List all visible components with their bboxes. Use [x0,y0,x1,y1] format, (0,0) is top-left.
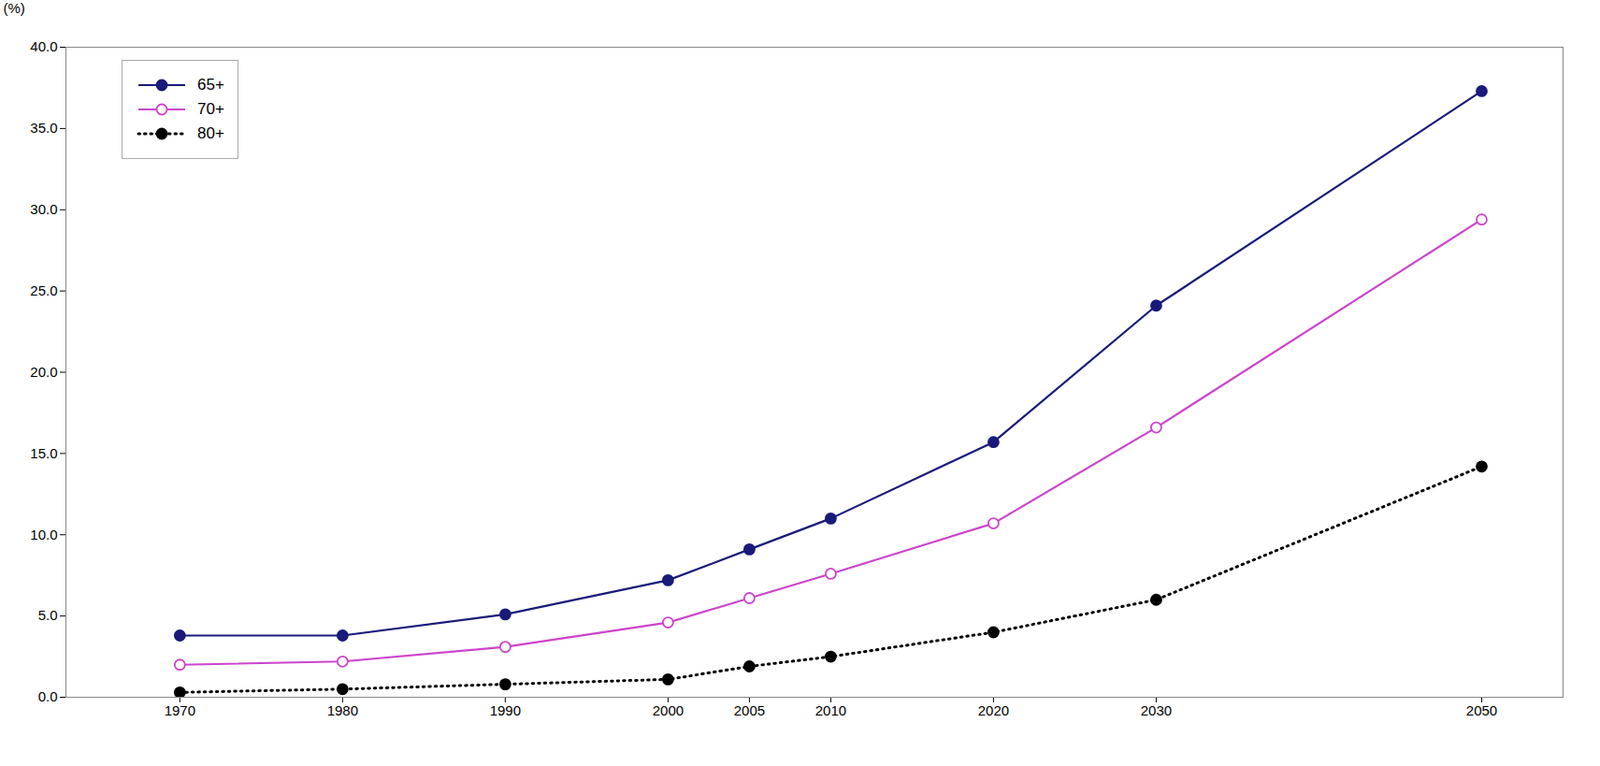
svg-text:1970: 1970 [164,702,196,719]
svg-text:25.0: 25.0 [29,282,58,299]
svg-text:40.0: 40.0 [29,38,58,55]
svg-text:2020: 2020 [978,702,1010,719]
svg-text:10.0: 10.0 [29,526,58,543]
html-text:70+: 70+ [197,100,225,118]
svg-text:5.0: 5.0 [38,606,58,623]
svg-text:30.0: 30.0 [29,201,58,217]
svg-text:1990: 1990 [490,702,521,719]
svg-text:1980: 1980 [327,702,359,719]
svg-text:0.0: 0.0 [38,688,58,705]
html-text:65+: 65+ [197,75,225,94]
svg-text:20.0: 20.0 [29,363,58,380]
html-text:80+: 80+ [197,124,225,143]
svg-text:2000: 2000 [652,702,684,719]
svg-text:35.0: 35.0 [29,119,58,136]
svg-text:(%): (%) [3,0,26,16]
svg-text:2050: 2050 [1466,702,1498,719]
svg-text:2030: 2030 [1140,702,1172,719]
svg-text:2010: 2010 [815,702,847,719]
svg-text:15.0: 15.0 [29,445,58,462]
svg-text:2005: 2005 [734,702,765,719]
